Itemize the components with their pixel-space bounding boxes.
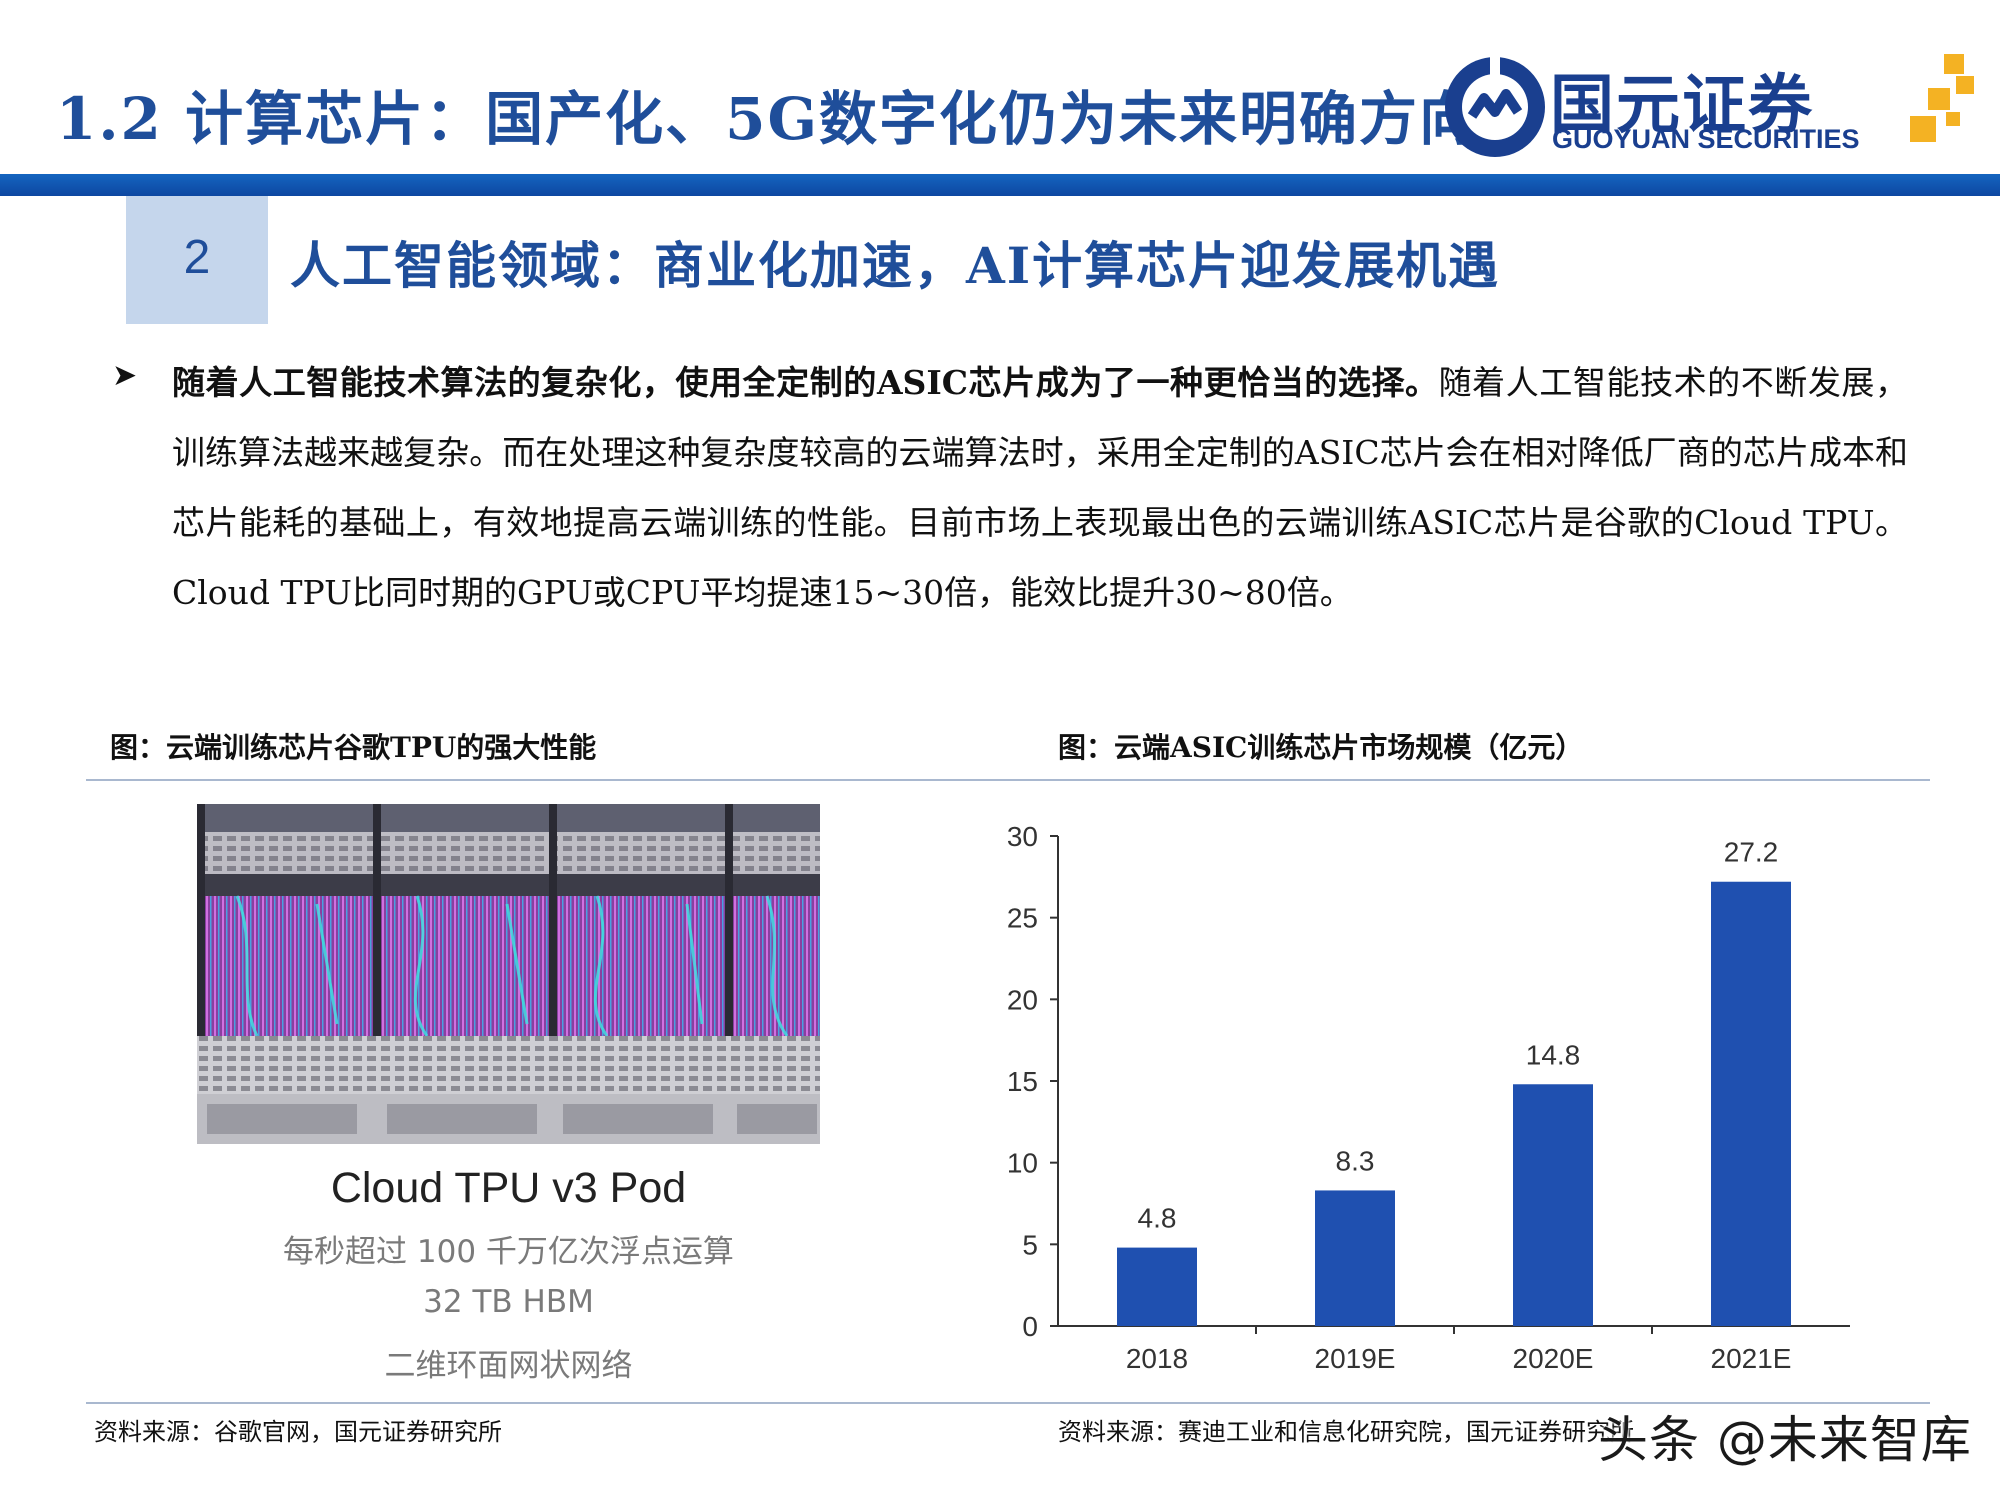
figure-left-caption: 图：云端训练芯片谷歌TPU的强大性能 [110,731,597,764]
market-size-bar-chart: 0 5 10 15 20 25 30 4.8 2018 8.3 2019E 14.8 2020E 27.2… [1007,821,1850,1374]
section-number-box: 2 [126,196,268,324]
y-tick-label: 25 [1007,903,1038,934]
tpu-pod-photo [197,804,820,1144]
section-number: 2 [183,231,211,284]
figure-right-caption: 图：云端ASIC训练芯片市场规模（亿元） [1058,731,1584,764]
company-logo: 国元证券 GUOYUAN SECURITIES [1436,46,1976,166]
footer-divider [86,1402,1930,1404]
bar-2020e [1513,1084,1593,1326]
y-tick-label: 20 [1007,984,1038,1015]
y-tick-label: 10 [1007,1148,1038,1179]
watermark: 头条 @未来智库 [1598,1411,1972,1469]
x-tick-label-2021e: 2021E [1711,1343,1792,1374]
logo-chinese-name: 国元证券 [1550,69,1814,143]
x-tick-label-2019e: 2019E [1315,1343,1396,1374]
data-label-2021e: 27.2 [1724,837,1779,868]
data-label-2019e: 8.3 [1336,1145,1375,1176]
y-tick-label: 5 [1022,1229,1038,1260]
arrow-right-bullet-icon: ➤ [112,358,138,393]
body-lead-sentence: 随着人工智能技术算法的复杂化，使用全定制的ASIC芯片成为了一种更恰当的选择。 [172,363,1439,402]
figure-left-source: 资料来源：谷歌官网，国元证券研究所 [94,1418,502,1446]
data-label-2020e: 14.8 [1526,1039,1581,1070]
body-text: 随着人工智能技术的不断发展，训练算法越来越复杂。而在处理这种复杂度较高的云端算法… [172,363,1909,612]
figure-right-source: 资料来源：赛迪工业和信息化研究院，国元证券研究所 [1058,1418,1634,1446]
x-tick-label-2018: 2018 [1126,1343,1188,1374]
bar-2021e [1711,881,1791,1326]
caption-divider [86,779,1930,781]
guoyuan-emblem-icon [1445,57,1545,157]
data-label-2018: 4.8 [1138,1203,1177,1234]
photo-line-1: 每秒超过 100 千万亿次浮点运算 [283,1234,734,1270]
logo-english-name: GUOYUAN SECURITIES [1552,124,1860,154]
tpu-pod-illustration [197,804,820,1144]
body-paragraph: 随着人工智能技术算法的复杂化，使用全定制的ASIC芯片成为了一种更恰当的选择。随… [172,348,1908,628]
header-divider-bar [0,174,2000,196]
section-title: 人工智能领域：商业化加速，AI计算芯片迎发展机遇 [290,236,1501,295]
page-title: 1.2 计算芯片：国产化、5G数字化仍为未来明确方向 [56,85,1479,153]
bar-2019e [1315,1190,1395,1326]
y-tick-label: 15 [1007,1066,1038,1097]
photo-line-2: 32 TB HBM [423,1284,594,1320]
photo-line-3: 二维环面网状网络 [384,1348,633,1384]
photo-title: Cloud TPU v3 Pod [330,1164,687,1212]
logo-squares-icon [1910,54,1974,142]
y-tick-label: 0 [1022,1311,1038,1342]
bar-2018 [1117,1247,1197,1326]
y-tick-label: 30 [1007,821,1038,852]
x-tick-label-2020e: 2020E [1513,1343,1594,1374]
